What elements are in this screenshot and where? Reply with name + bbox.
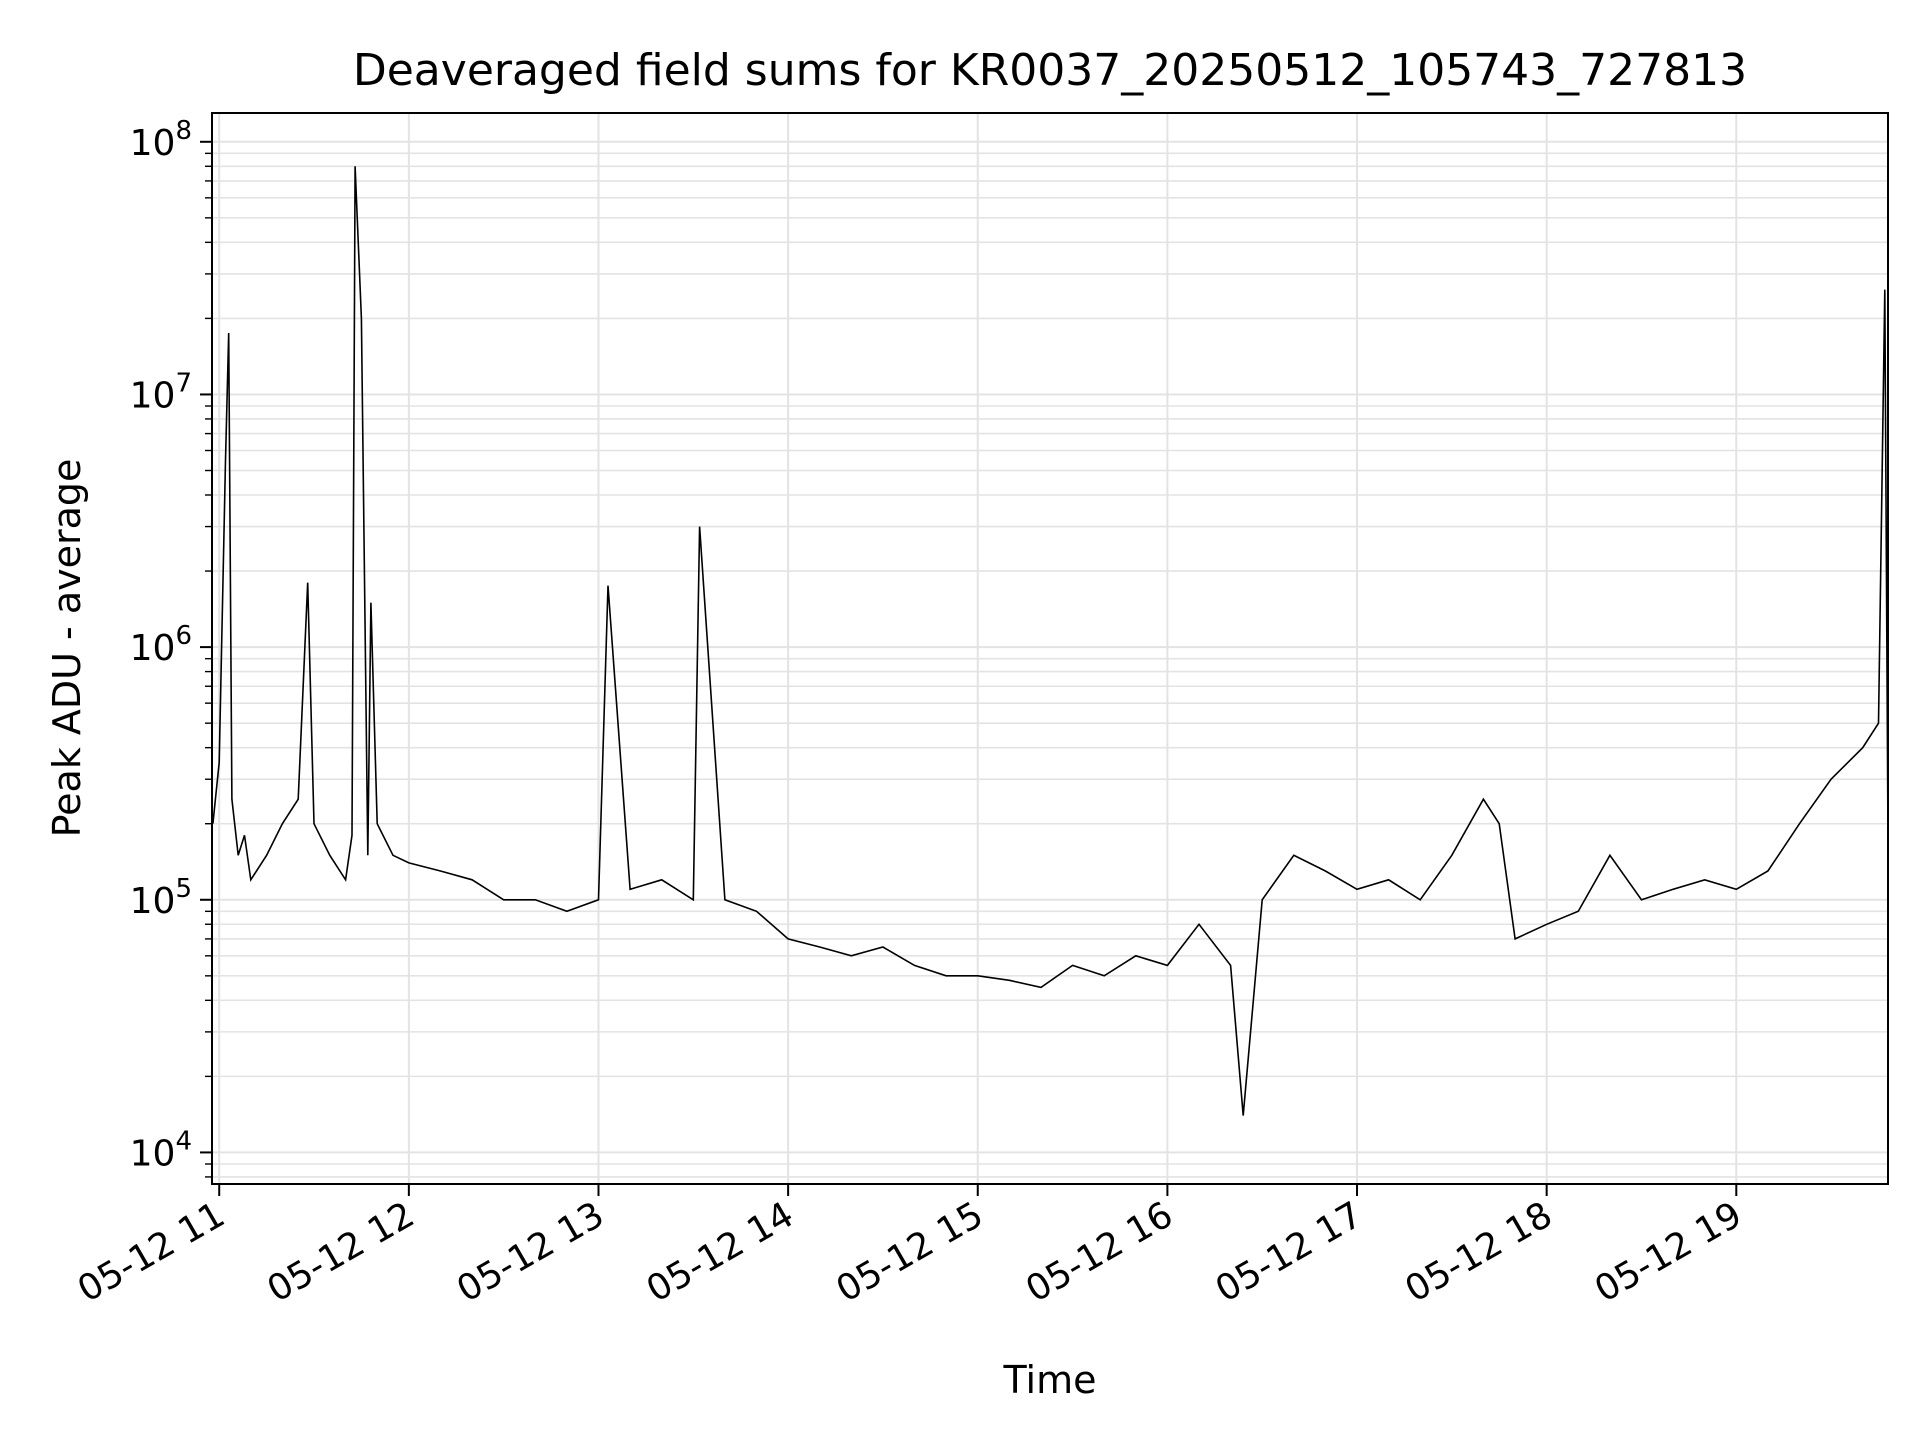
y-tick-label: 107 [130, 368, 192, 416]
grid [212, 113, 1888, 1184]
y-tick-label: 105 [130, 874, 192, 922]
y-tick-label: 108 [130, 116, 192, 164]
chart-title: Deaveraged field sums for KR0037_2025051… [353, 45, 1747, 96]
series-line [212, 166, 1889, 1116]
y-axis: 104 105 106 107 108 [130, 116, 212, 1178]
y-tick-label: 106 [130, 621, 192, 669]
plot-frame [211, 112, 1889, 1185]
y-tick-label: 104 [130, 1126, 192, 1174]
y-axis-label: Peak ADU - average [45, 459, 89, 838]
series-layer [212, 166, 1889, 1116]
x-axis-label: Time [1003, 1358, 1097, 1402]
